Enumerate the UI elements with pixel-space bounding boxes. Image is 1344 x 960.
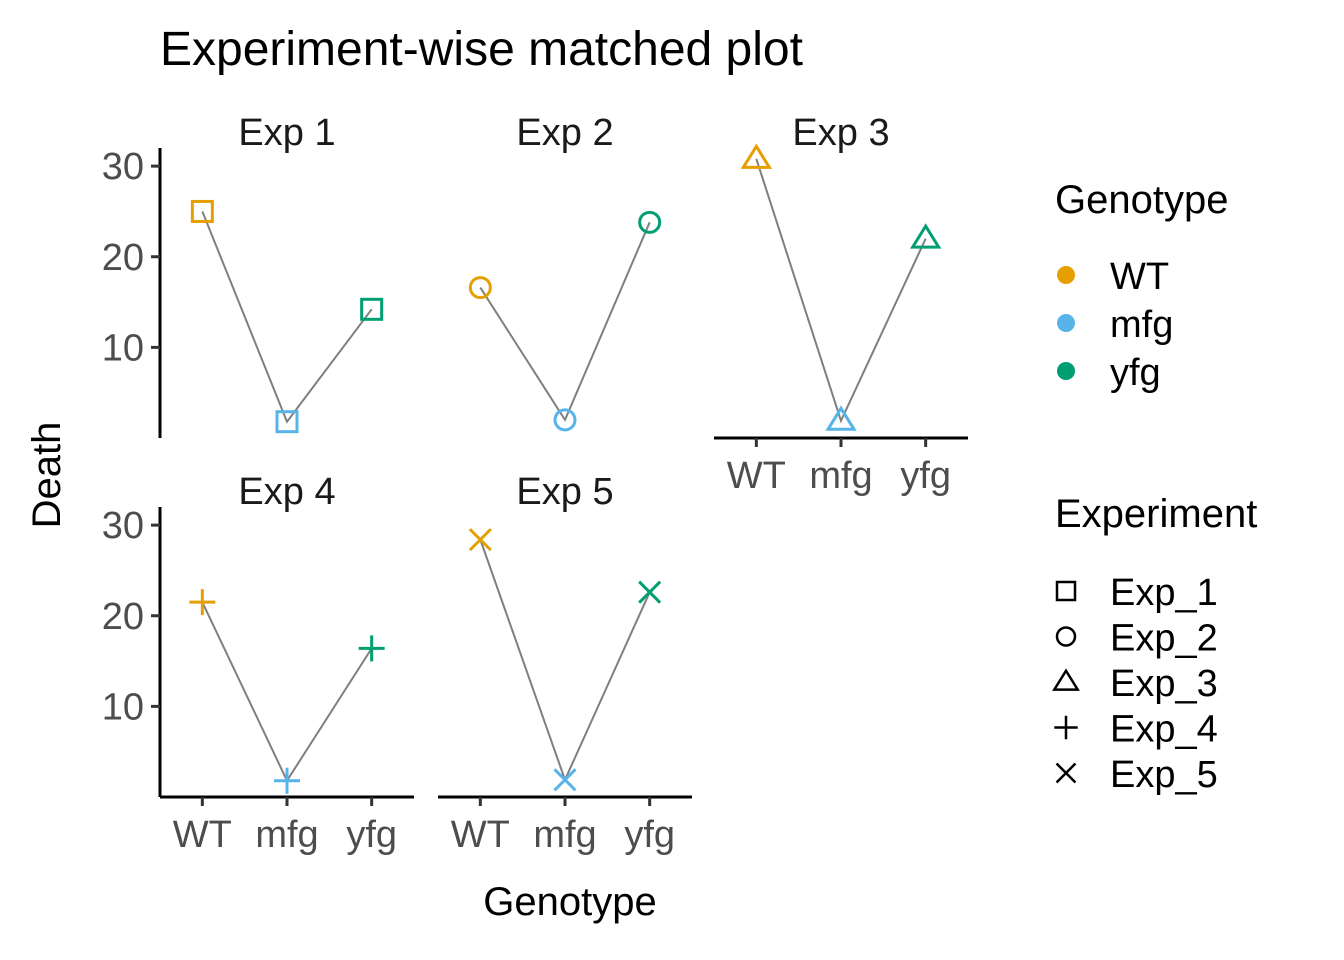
y-tick-label: 20 (102, 237, 144, 279)
legend-label-experiment: Exp_5 (1110, 754, 1218, 796)
data-point (553, 768, 577, 792)
data-point (358, 635, 385, 662)
legend-key-genotype (1057, 362, 1075, 380)
series-line (479, 221, 651, 423)
legend-key-experiment (1055, 762, 1077, 784)
facet-strip-label: Exp 4 (238, 471, 335, 513)
x-tick-label: yfg (624, 814, 675, 856)
facet-panel: Exp 3 WT mfg yfg (714, 112, 968, 497)
data-point (468, 276, 492, 300)
data-point (909, 223, 942, 249)
legend-key-experiment (1054, 715, 1078, 740)
facet-strip-label: Exp 1 (238, 112, 335, 154)
y-tick-label: 10 (102, 327, 144, 369)
legend-label-genotype: yfg (1110, 352, 1161, 394)
legend-label-experiment: Exp_3 (1110, 663, 1218, 705)
data-point (190, 199, 214, 223)
legend-key-experiment (1055, 626, 1077, 647)
series-line (201, 211, 373, 424)
legend-title-genotype: Genotype (1055, 178, 1228, 222)
data-point (638, 580, 662, 604)
x-axis-title: Genotype (483, 880, 656, 924)
y-tick-label: 10 (102, 686, 144, 728)
data-point (553, 408, 577, 432)
data-point (740, 143, 773, 169)
data-point (274, 767, 300, 794)
x-tick-label: mfg (255, 814, 318, 856)
y-tick-label: 20 (102, 596, 144, 638)
legend-label-experiment: Exp_4 (1110, 709, 1218, 751)
data-point (638, 210, 662, 234)
series-line (201, 601, 373, 783)
x-tick-label: yfg (900, 455, 951, 497)
x-tick-label: yfg (346, 814, 397, 856)
facet-panel: Exp 2 (468, 112, 662, 432)
facet-strip-label: Exp 5 (516, 471, 613, 513)
legends: GenotypeWTmfgyfgExperimentExp_1Exp_2Exp_… (1052, 178, 1257, 796)
x-tick-label: mfg (809, 455, 872, 497)
data-point (360, 297, 384, 321)
x-tick-label: WT (727, 455, 786, 497)
legend-label-experiment: Exp_1 (1110, 572, 1218, 614)
x-tick-label: mfg (533, 814, 596, 856)
legend-key-experiment (1055, 580, 1077, 602)
legend-key-experiment (1052, 668, 1080, 691)
facet-panel: Exp 5 WT mfg yfg (438, 471, 692, 856)
data-point (189, 589, 216, 616)
x-tick-label: WT (173, 814, 232, 856)
y-tick-label: 30 (102, 146, 144, 188)
legend-label-experiment: Exp_2 (1110, 618, 1218, 660)
legend-label-genotype: mfg (1110, 304, 1173, 346)
facet-strip-label: Exp 2 (516, 112, 613, 154)
facet-strip-label: Exp 3 (792, 112, 889, 154)
legend-key-genotype (1057, 266, 1075, 284)
legend-title-experiment: Experiment (1055, 492, 1257, 536)
facet-panel: Exp 1 10 20 30 (102, 112, 384, 438)
series-line (755, 158, 927, 424)
x-tick-label: WT (451, 814, 510, 856)
y-tick-label: 30 (102, 505, 144, 547)
chart-title: Experiment-wise matched plot (160, 23, 803, 76)
facet-panel: Exp 4 10 20 30 WT mfg yfg (102, 471, 414, 856)
series-line (479, 539, 651, 783)
legend-key-genotype (1057, 314, 1075, 332)
data-point (825, 405, 857, 431)
y-axis-title: Death (25, 422, 69, 529)
data-point (468, 528, 492, 552)
data-point (275, 410, 299, 434)
legend-label-genotype: WT (1110, 256, 1169, 298)
